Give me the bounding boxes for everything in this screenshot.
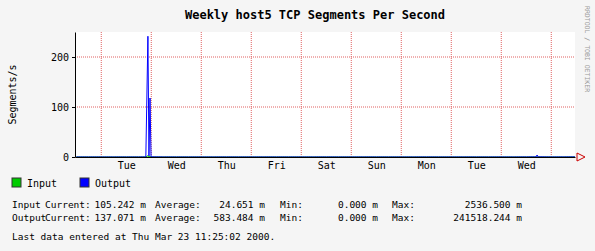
y-axis-title: Segments/s (7, 64, 18, 124)
stats-label: Current: (45, 212, 91, 223)
y-tick-mark (72, 57, 75, 58)
x-tick: Tue (468, 157, 486, 171)
y-axis: 0 100 200 (51, 33, 76, 163)
stats-series-name: Output (12, 212, 46, 223)
x-tick: Tue (118, 157, 136, 171)
x-tick-label: Sun (368, 160, 386, 171)
x-grid-line (401, 32, 402, 157)
x-tick: Wed (168, 157, 186, 171)
x-grid-line (251, 32, 252, 157)
x-axis: Tue Wed Thu Fri Sat Sun Mon Tue Wed (76, 157, 576, 171)
x-tick-label: Thu (218, 160, 236, 171)
background (0, 0, 595, 251)
x-tick-label: Sat (318, 160, 336, 171)
x-grid-line (551, 32, 552, 157)
x-tick: Wed (518, 157, 536, 171)
x-tick-label: Fri (268, 160, 286, 171)
x-tick: Thu (218, 157, 236, 171)
y-tick-mark (72, 157, 75, 158)
y-grid-line (75, 57, 575, 58)
stats-label: Current: (45, 199, 91, 210)
legend-swatch (12, 178, 21, 187)
x-tick-label: Mon (418, 160, 436, 171)
grid (75, 32, 575, 157)
x-grid-line (201, 32, 202, 157)
x-grid-line (501, 32, 502, 157)
stats-value: 2536.500 m (465, 199, 522, 210)
y-tick-label: 200 (51, 52, 69, 63)
y-tick: 200 (51, 52, 75, 63)
x-tick: Mon (418, 157, 436, 171)
axis-arrow (577, 153, 585, 161)
x-grid-line (351, 32, 352, 157)
stats-label: Max: (392, 199, 415, 210)
x-grid-line (451, 32, 452, 157)
stats-value: 105.242 m (95, 199, 147, 210)
y-tick-label: 0 (63, 152, 69, 163)
stats-label: Max: (392, 212, 415, 223)
stats-value: 583.484 m (214, 212, 266, 223)
x-tick: Fri (268, 157, 286, 171)
plot-area (75, 32, 575, 157)
x-tick-label: Wed (518, 160, 536, 171)
legend: Input Output (12, 178, 131, 189)
stats-label: Average: (155, 212, 201, 223)
legend-label: Input (27, 178, 57, 189)
x-tick: Sun (368, 157, 386, 171)
stats-value: 24.651 m (219, 199, 265, 210)
stats-label: Min: (280, 212, 303, 223)
x-tick-label: Wed (168, 160, 186, 171)
x-tick: Sat (318, 157, 336, 171)
title: Weekly host5 TCP Segments Per Second (185, 8, 445, 22)
x-tick-label: Tue (468, 160, 486, 171)
x-grid-line (301, 32, 302, 157)
footnote: Last data entered at Thu Mar 23 11:25:02… (12, 231, 275, 242)
chart: Weekly host5 TCP Segments Per Second RRDT… (0, 0, 595, 251)
legend-swatch (80, 178, 89, 187)
y-tick-label: 100 (51, 102, 69, 113)
x-grid-line (101, 32, 102, 157)
x-tick-label: Tue (118, 160, 136, 171)
credit: RRDTOOL / TOBI OETIKER (583, 6, 591, 92)
stats-series-name: Input (12, 199, 41, 210)
legend-label: Output (95, 178, 131, 189)
y-axis-line (75, 33, 76, 158)
stats: Input Current: 105.242 m Average: 24.651 m Mi… (12, 199, 522, 223)
x-axis-line (76, 157, 576, 158)
stats-label: Average: (155, 199, 201, 210)
y-tick: 0 (63, 152, 75, 163)
series-line (76, 36, 575, 157)
stats-label: Min: (280, 199, 303, 210)
stats-value: 241518.244 m (453, 212, 522, 223)
stats-value: 0.000 m (338, 199, 378, 210)
stats-value: 0.000 m (338, 212, 378, 223)
data-layer (76, 36, 575, 157)
stats-value: 137.071 m (95, 212, 147, 223)
y-tick-mark (72, 107, 75, 108)
y-tick: 100 (51, 102, 75, 113)
